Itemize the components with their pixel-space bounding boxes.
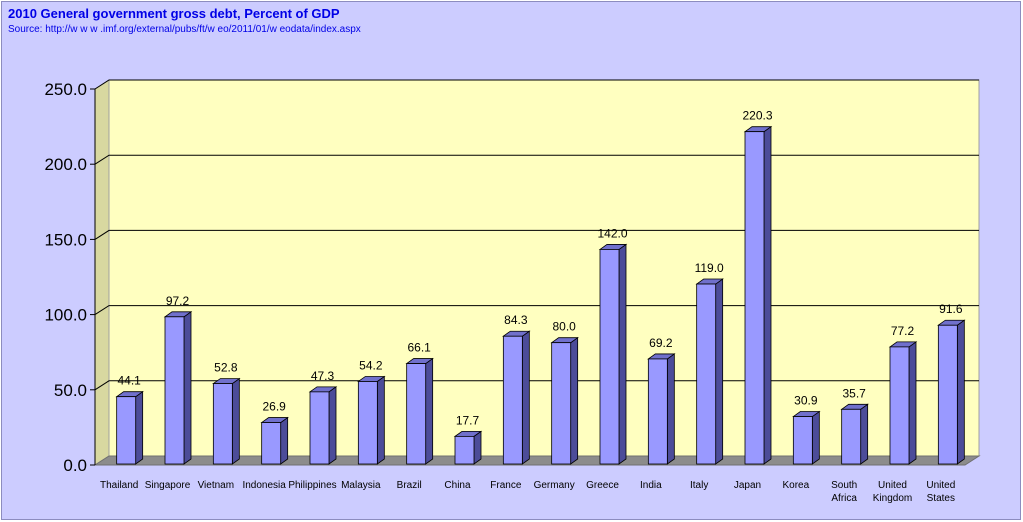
data-label: 77.2 [891, 324, 915, 338]
data-label: 97.2 [166, 294, 190, 308]
x-tick-label: Malaysia [341, 480, 381, 491]
bar-side [570, 336, 579, 465]
x-tick-label: United [878, 480, 907, 491]
bar [696, 283, 717, 465]
data-label: 30.9 [794, 394, 818, 408]
chart-source: Source: http://w w w .imf.org/external/p… [8, 24, 361, 35]
bar [212, 383, 233, 465]
x-tick-label: South [831, 480, 857, 491]
x-tick-label: Kingdom [873, 493, 912, 504]
bar-side [618, 243, 627, 465]
x-tick-label: Indonesia [242, 480, 286, 491]
bar-side [135, 390, 144, 465]
gridline [94, 154, 979, 165]
data-label: 84.3 [504, 313, 528, 327]
bar [647, 358, 668, 465]
bar-side [376, 375, 385, 465]
data-label: 26.9 [262, 400, 286, 414]
bar [551, 342, 572, 465]
bar-side [860, 403, 869, 465]
x-tick-label: Brazil [397, 480, 422, 491]
gridline [94, 79, 979, 90]
data-label: 54.2 [359, 358, 383, 372]
x-tick-label: Korea [782, 480, 809, 491]
data-label: 119.0 [695, 261, 724, 275]
bar-side [715, 278, 724, 465]
data-label: 91.6 [939, 302, 963, 316]
bar-side [280, 416, 289, 465]
gridline [94, 229, 979, 240]
bar [406, 363, 427, 465]
x-tick-label: Africa [831, 493, 857, 504]
data-label: 44.1 [117, 374, 141, 388]
x-tick-label: Thailand [100, 480, 138, 491]
data-label: 35.7 [842, 386, 866, 400]
y-tick-label: 200.0 [44, 155, 87, 174]
bar [357, 381, 378, 465]
bar-side [666, 353, 675, 465]
bar-side [763, 125, 772, 465]
x-tick-label: United [926, 480, 955, 491]
bar-side [231, 377, 240, 465]
data-label: 47.3 [311, 369, 335, 383]
x-tick-label: Singapore [145, 480, 191, 491]
bar [744, 131, 765, 465]
data-label: 66.1 [407, 341, 431, 355]
data-label: 142.0 [597, 226, 627, 240]
bar-side [425, 357, 434, 465]
bar-side [811, 410, 820, 465]
data-label: 220.3 [742, 109, 772, 123]
y-tick-label: 50.0 [54, 381, 87, 400]
y-tick-label: 0.0 [63, 456, 87, 475]
data-label: 17.7 [456, 413, 480, 427]
bar [841, 408, 862, 465]
bar-side [908, 341, 917, 465]
plot-left-wall [94, 79, 110, 466]
bar [599, 249, 620, 465]
bar [309, 391, 330, 465]
x-tick-label: Italy [690, 480, 708, 491]
x-tick-label: Philippines [288, 480, 336, 491]
bar [937, 324, 958, 465]
bar-side [956, 319, 965, 465]
gridline [94, 380, 979, 391]
bar-side [183, 311, 192, 465]
gridline [94, 305, 979, 316]
data-label: 52.8 [214, 361, 238, 375]
bar-side [521, 330, 530, 465]
x-tick-label: Germany [534, 480, 575, 491]
y-tick-label: 250.0 [44, 80, 87, 99]
bar [502, 335, 523, 465]
bar [454, 435, 475, 465]
x-tick-label: India [640, 480, 662, 491]
y-tick-label: 100.0 [44, 306, 87, 325]
data-label: 80.0 [552, 320, 576, 334]
bar [164, 316, 185, 465]
x-tick-label: States [927, 493, 955, 504]
bar [261, 422, 282, 465]
y-tick-label: 150.0 [44, 230, 87, 249]
bar [889, 346, 910, 465]
bar-side [328, 386, 337, 465]
bar [116, 396, 137, 465]
data-label: 69.2 [649, 336, 673, 350]
chart-title: 2010 General government gross debt, Perc… [8, 6, 340, 21]
x-tick-label: France [490, 480, 522, 491]
x-tick-label: Japan [734, 480, 761, 491]
bar-side [473, 430, 482, 465]
bar [792, 416, 813, 465]
x-tick-label: Greece [586, 480, 619, 491]
x-tick-label: China [444, 480, 471, 491]
x-tick-label: Vietnam [198, 480, 235, 491]
